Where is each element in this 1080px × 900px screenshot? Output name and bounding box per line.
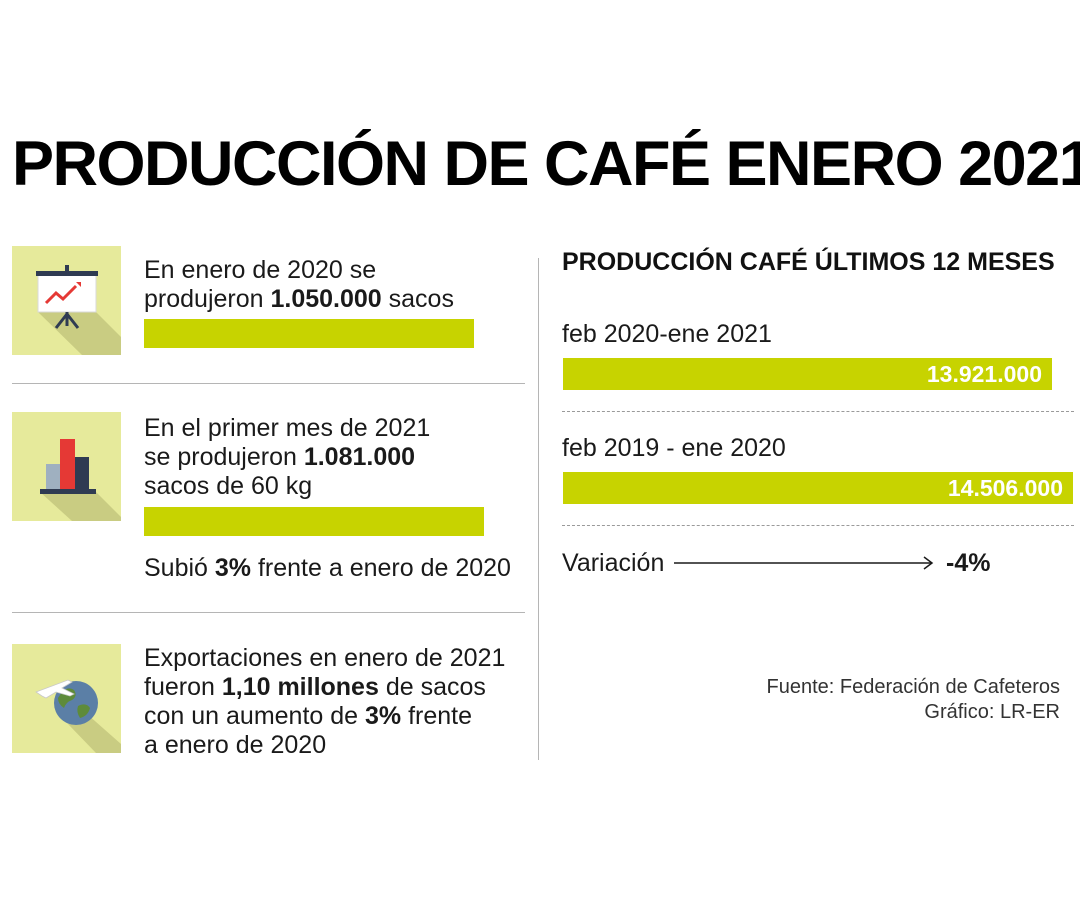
dashed-separator [562, 411, 1074, 412]
dashed-separator [562, 525, 1074, 526]
page-title: PRODUCCIÓN DE CAFÉ ENERO 2021 [12, 129, 1080, 199]
credit-line: Gráfico: LR-ER [924, 701, 1060, 723]
bar-value-label: 14.506.000 [947, 475, 1063, 501]
category-label: feb 2020-ene 2021 [562, 320, 772, 348]
bar: 13.921.000 [563, 358, 1052, 390]
bar: 14.506.000 [563, 472, 1073, 504]
globe-airplane-icon [12, 644, 121, 753]
variation-value: -4% [946, 549, 991, 577]
stat-bar-2021 [144, 507, 484, 536]
stat-text-2021: En el primer mes de 2021 se produjeron 1.… [144, 414, 431, 500]
arrow-right-icon [674, 554, 936, 577]
presentation-chart-icon [12, 246, 121, 355]
stat-note-2021: Subió 3% frente a enero de 2020 [144, 554, 511, 582]
variation-label: Variación [562, 549, 665, 577]
stat-text-2020: En enero de 2020 se produjeron 1.050.000 … [144, 256, 454, 313]
source-line: Fuente: Federación de Cafeteros [766, 676, 1060, 698]
stat-bar-2020 [144, 319, 474, 348]
stat-block-2020: En enero de 2020 se produjeron 1.050.000 … [12, 246, 525, 356]
column-divider [538, 258, 539, 760]
bar-chart-icon [12, 412, 121, 521]
stat-block-exports: Exportaciones en enero de 2021 fueron 1,1… [12, 644, 525, 759]
chart-title: PRODUCCIÓN CAFÉ ÚLTIMOS 12 MESES [562, 248, 1055, 276]
source-credit: Fuente: Federación de Cafeteros Gráfico:… [766, 675, 1060, 725]
stat-text-exports: Exportaciones en enero de 2021 fueron 1,1… [144, 644, 506, 759]
stat-block-2021: En el primer mes de 2021 se produjeron 1.… [12, 412, 525, 592]
divider [12, 383, 525, 384]
divider [12, 612, 525, 613]
category-label: feb 2019 - ene 2020 [562, 434, 786, 462]
bar-value-label: 13.921.000 [926, 361, 1042, 387]
